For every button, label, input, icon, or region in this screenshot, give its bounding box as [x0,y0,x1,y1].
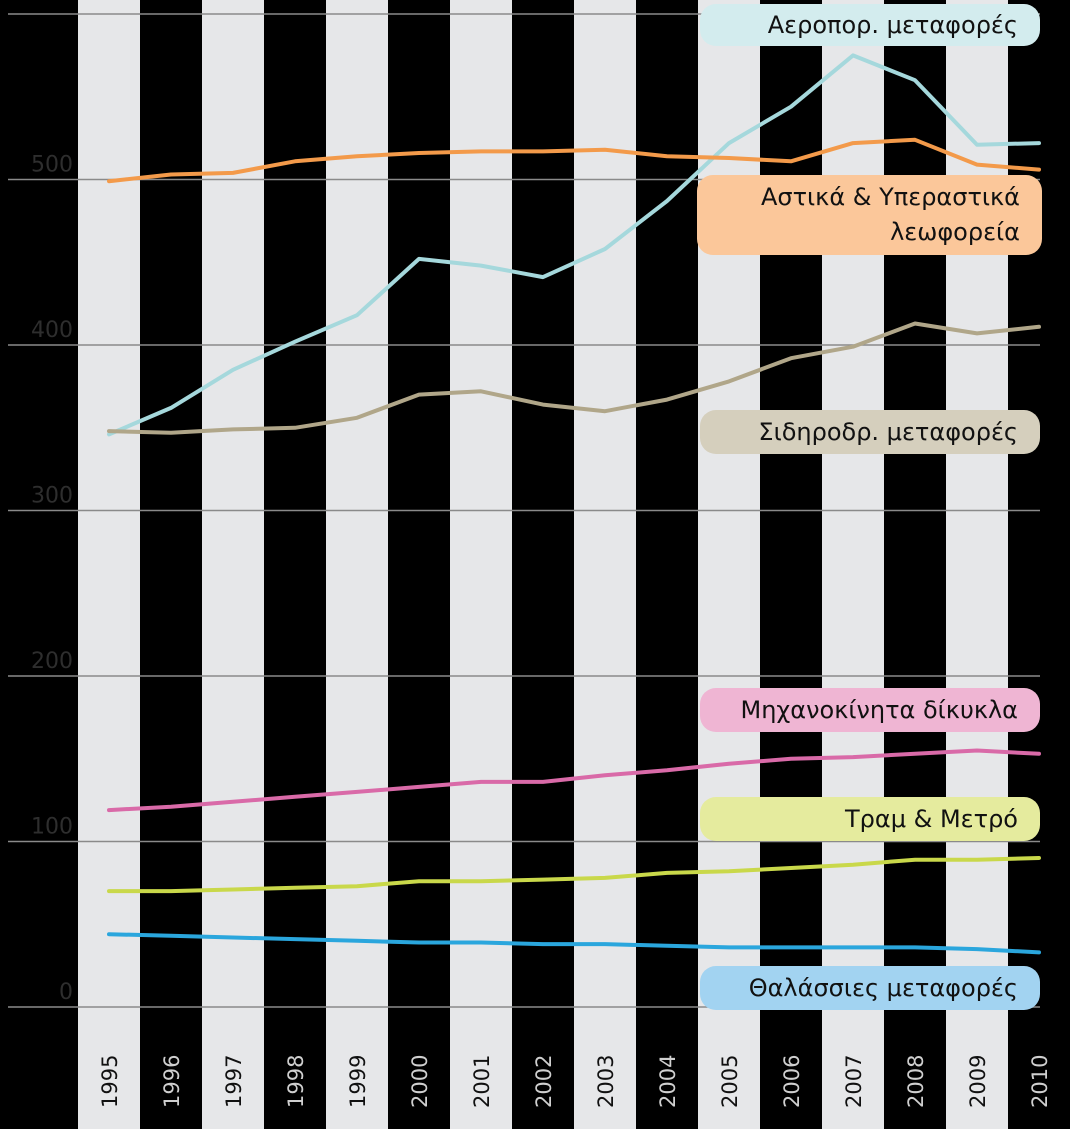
year-column-band [636,0,698,1129]
year-column-band [78,0,140,1129]
series-line [107,321,1041,435]
x-tick-label: 1999 [346,1055,370,1108]
x-tick-label: 1997 [222,1055,246,1108]
x-tick-label: 2002 [532,1055,556,1108]
x-tick-label: 2004 [656,1055,680,1108]
y-tick-label: 400 [31,318,73,343]
y-tick-label: 0 [59,980,73,1005]
x-tick-label: 2007 [842,1055,866,1108]
year-column-band [388,0,450,1129]
x-tick-label: 1998 [284,1055,308,1108]
legend-label: Μηχανοκίνητα δίκυκλα [700,688,1040,732]
year-column-band [512,0,574,1129]
x-tick-label: 2005 [718,1055,742,1108]
legend-label: Αστικά & Υπεραστικά λεωφορεία [697,175,1042,255]
year-column-band [202,0,264,1129]
year-column-band [760,0,822,1129]
x-tick-label: 2000 [408,1055,432,1108]
x-tick-label: 2001 [470,1055,494,1108]
year-column-band [822,0,884,1129]
y-tick-label: 200 [31,649,73,674]
legend-label: Αεροπορ. μεταφορές [700,4,1040,46]
series-line [107,137,1041,184]
year-column-band [698,0,760,1129]
year-column-band [264,0,326,1129]
y-tick-label: 500 [31,153,73,178]
x-tick-label: 2010 [1028,1055,1052,1108]
series-line [107,748,1041,813]
year-column-band [326,0,388,1129]
year-column-band [140,0,202,1129]
series-line [107,53,1041,437]
x-tick-label: 1995 [98,1055,122,1108]
y-tick-label: 100 [31,815,73,840]
x-tick-label: 2008 [904,1055,928,1108]
legend-label: Τραμ & Μετρό [700,797,1040,841]
year-column-band [884,0,946,1129]
series-line [107,856,1041,894]
x-tick-label: 2003 [594,1055,618,1108]
x-tick-label: 2006 [780,1055,804,1108]
year-column-band [450,0,512,1129]
y-tick-label: 300 [31,484,73,509]
year-column-band [946,0,1008,1129]
series-line [107,932,1041,955]
x-tick-label: 2009 [966,1055,990,1108]
legend-label: Σιδηροδρ. μεταφορές [700,410,1040,454]
year-column-band [574,0,636,1129]
legend-label: Θαλάσσιες μεταφορές [700,966,1040,1010]
x-tick-label: 1996 [160,1055,184,1108]
